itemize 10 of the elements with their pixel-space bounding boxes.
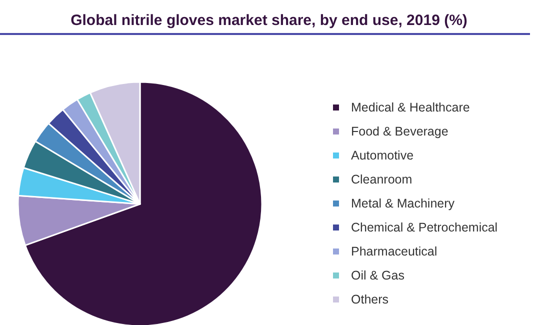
legend-label: Cleanroom	[351, 172, 412, 186]
legend-label: Medical & Healthcare	[351, 100, 470, 114]
legend-label: Automotive	[351, 148, 414, 162]
legend-label: Food & Beverage	[351, 124, 448, 138]
chart-title: Global nitrile gloves market share, by end use, 2019 (%)	[70, 12, 468, 29]
legend-label: Oil & Gas	[351, 268, 404, 282]
legend-label: Pharmaceutical	[351, 244, 438, 258]
legend-label: Chemical & Petrochemical	[351, 220, 498, 234]
legend-label: Others	[351, 292, 389, 306]
legend-label: Metal & Machinery	[351, 196, 456, 210]
